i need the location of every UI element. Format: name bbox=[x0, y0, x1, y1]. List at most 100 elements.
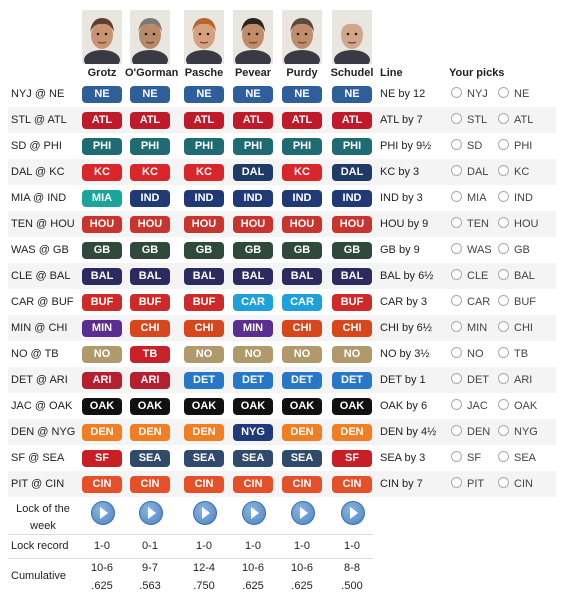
panelist-photo bbox=[130, 10, 170, 70]
lock-of-week-play-button[interactable] bbox=[139, 501, 163, 525]
panelist-name: Purdy bbox=[286, 67, 318, 79]
pick-badge: IND bbox=[233, 190, 273, 207]
radio-button[interactable] bbox=[451, 295, 462, 306]
radio-button[interactable] bbox=[498, 295, 509, 306]
radio-button[interactable] bbox=[498, 165, 509, 176]
your-pick-option[interactable]: DEN bbox=[451, 419, 490, 445]
your-pick-option[interactable]: TB bbox=[498, 341, 528, 367]
your-pick-option[interactable]: PIT bbox=[451, 471, 484, 497]
radio-button[interactable] bbox=[451, 451, 462, 462]
lock-of-week-play-button[interactable] bbox=[91, 501, 115, 525]
radio-button[interactable] bbox=[498, 451, 509, 462]
radio-button[interactable] bbox=[451, 347, 462, 358]
pick-badge: OAK bbox=[233, 398, 273, 415]
pick-badge: OAK bbox=[332, 398, 372, 415]
radio-button[interactable] bbox=[498, 217, 509, 228]
radio-button[interactable] bbox=[451, 243, 462, 254]
radio-button[interactable] bbox=[498, 347, 509, 358]
radio-button[interactable] bbox=[498, 191, 509, 202]
pick-badge: PHI bbox=[282, 138, 322, 155]
game-row: SD @ PHI PHI PHI PHI PHI PHI PHI PHI by 9½ SD PHI bbox=[8, 133, 556, 159]
portrait-icon bbox=[282, 10, 322, 70]
your-pick-option[interactable]: OAK bbox=[498, 393, 537, 419]
your-pick-option[interactable]: DET bbox=[451, 367, 489, 393]
radio-button[interactable] bbox=[498, 269, 509, 280]
your-pick-option[interactable]: CIN bbox=[498, 471, 533, 497]
your-pick-option[interactable]: SF bbox=[451, 445, 481, 471]
lock-of-week-play-button[interactable] bbox=[291, 501, 315, 525]
lock-of-week-label: Lock of the week bbox=[11, 501, 75, 535]
your-pick-option[interactable]: NYJ bbox=[451, 81, 488, 107]
your-pick-option[interactable]: CAR bbox=[451, 289, 490, 315]
pick-badge: NO bbox=[332, 346, 372, 363]
pick-badge: MIN bbox=[233, 320, 273, 337]
radio-button[interactable] bbox=[451, 425, 462, 436]
lock-of-week-play-button[interactable] bbox=[193, 501, 217, 525]
radio-button[interactable] bbox=[498, 321, 509, 332]
lock-of-week-play-button[interactable] bbox=[242, 501, 266, 525]
your-pick-option[interactable]: WAS bbox=[451, 237, 492, 263]
your-pick-option[interactable]: BAL bbox=[498, 263, 535, 289]
team-label: NO bbox=[467, 348, 484, 360]
your-pick-option[interactable]: PHI bbox=[498, 133, 532, 159]
your-pick-option[interactable]: KC bbox=[498, 159, 529, 185]
lock-record-value: 1-0 bbox=[344, 540, 360, 552]
your-pick-option[interactable]: STL bbox=[451, 107, 487, 133]
radio-button[interactable] bbox=[451, 321, 462, 332]
your-pick-option[interactable]: ARI bbox=[498, 367, 532, 393]
pick-badge: NO bbox=[82, 346, 122, 363]
radio-button[interactable] bbox=[451, 191, 462, 202]
lock-record-value: 1-0 bbox=[196, 540, 212, 552]
radio-button[interactable] bbox=[498, 139, 509, 150]
radio-button[interactable] bbox=[498, 373, 509, 384]
pick-badge: OAK bbox=[130, 398, 170, 415]
your-pick-option[interactable]: ATL bbox=[498, 107, 533, 133]
your-pick-option[interactable]: HOU bbox=[498, 211, 538, 237]
game-row: NO @ TB NO TB NO NO NO NO NO by 3½ NO TB bbox=[8, 341, 556, 367]
radio-button[interactable] bbox=[498, 477, 509, 488]
your-pick-option[interactable]: NE bbox=[498, 81, 529, 107]
your-pick-option[interactable]: GB bbox=[498, 237, 530, 263]
betting-line: HOU by 9 bbox=[380, 218, 429, 230]
your-pick-option[interactable]: IND bbox=[498, 185, 533, 211]
your-pick-option[interactable]: CLE bbox=[451, 263, 488, 289]
team-label: STL bbox=[467, 114, 488, 126]
pick-badge: PHI bbox=[233, 138, 273, 155]
your-pick-option[interactable]: JAC bbox=[451, 393, 488, 419]
pick-badge: CIN bbox=[282, 476, 322, 493]
lock-record-value: 0-1 bbox=[142, 540, 158, 552]
radio-button[interactable] bbox=[451, 139, 462, 150]
radio-button[interactable] bbox=[451, 87, 462, 98]
your-pick-option[interactable]: CHI bbox=[498, 315, 533, 341]
your-pick-option[interactable]: TEN bbox=[451, 211, 489, 237]
radio-button[interactable] bbox=[498, 399, 509, 410]
radio-button[interactable] bbox=[451, 165, 462, 176]
radio-button[interactable] bbox=[451, 399, 462, 410]
pick-badge: GB bbox=[332, 242, 372, 259]
radio-button[interactable] bbox=[498, 425, 509, 436]
radio-button[interactable] bbox=[451, 373, 462, 384]
lock-of-week-play-button[interactable] bbox=[341, 501, 365, 525]
radio-button[interactable] bbox=[451, 217, 462, 228]
your-pick-option[interactable]: SD bbox=[451, 133, 482, 159]
radio-button[interactable] bbox=[498, 113, 509, 124]
panelist-name: O'Gorman bbox=[125, 67, 179, 79]
matchup-label: NO @ TB bbox=[11, 348, 59, 360]
radio-button[interactable] bbox=[498, 87, 509, 98]
your-picks-header: Your picks bbox=[449, 67, 505, 79]
pick-badge: GB bbox=[233, 242, 273, 259]
radio-button[interactable] bbox=[451, 113, 462, 124]
your-pick-option[interactable]: MIN bbox=[451, 315, 487, 341]
your-pick-option[interactable]: MIA bbox=[451, 185, 487, 211]
radio-button[interactable] bbox=[451, 477, 462, 488]
radio-button[interactable] bbox=[451, 269, 462, 280]
betting-line: KC by 3 bbox=[380, 166, 420, 178]
betting-line: NE by 12 bbox=[380, 88, 426, 100]
your-pick-option[interactable]: NO bbox=[451, 341, 484, 367]
radio-button[interactable] bbox=[498, 243, 509, 254]
lock-label-line2: week bbox=[30, 520, 56, 532]
your-pick-option[interactable]: NYG bbox=[498, 419, 538, 445]
your-pick-option[interactable]: DAL bbox=[451, 159, 488, 185]
your-pick-option[interactable]: SEA bbox=[498, 445, 536, 471]
your-pick-option[interactable]: BUF bbox=[498, 289, 536, 315]
